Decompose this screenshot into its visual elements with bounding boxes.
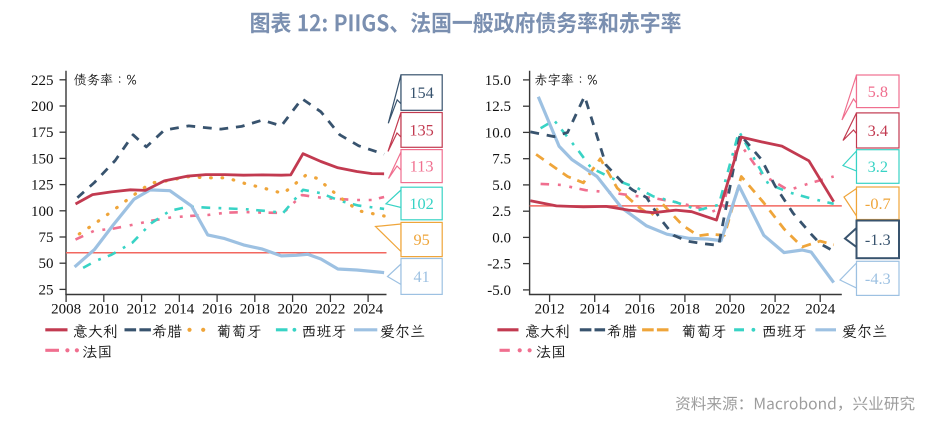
svg-text:-2.5: -2.5	[487, 257, 511, 273]
svg-text:2010: 2010	[89, 302, 119, 318]
svg-text:100: 100	[31, 204, 54, 220]
svg-text:102: 102	[409, 194, 433, 213]
svg-text:2022: 2022	[315, 302, 345, 318]
svg-text:113: 113	[410, 157, 434, 176]
svg-text:2020: 2020	[715, 302, 745, 318]
svg-text:175: 175	[31, 125, 54, 141]
svg-text:10.0: 10.0	[485, 125, 511, 141]
svg-text:2008: 2008	[51, 302, 81, 318]
svg-text:2018: 2018	[670, 302, 700, 318]
svg-text:2018: 2018	[240, 302, 270, 318]
svg-text:135: 135	[409, 121, 433, 140]
svg-text:154: 154	[409, 83, 433, 102]
svg-text:75: 75	[39, 230, 54, 246]
svg-text:0.0: 0.0	[492, 230, 511, 246]
svg-text:2016: 2016	[202, 302, 233, 318]
svg-text:2024: 2024	[353, 302, 384, 318]
svg-text:5.8: 5.8	[868, 82, 888, 101]
svg-text:7.5: 7.5	[492, 152, 511, 168]
svg-text:2012: 2012	[535, 302, 565, 318]
svg-text:225: 225	[31, 73, 54, 89]
svg-text:2014: 2014	[164, 302, 195, 318]
svg-text:-4.3: -4.3	[865, 269, 891, 288]
svg-text:2022: 2022	[760, 302, 790, 318]
svg-text:125: 125	[31, 178, 54, 194]
svg-text:200: 200	[31, 99, 54, 115]
svg-text:25: 25	[39, 282, 54, 298]
svg-text:95: 95	[413, 230, 429, 249]
svg-text:5.0: 5.0	[492, 178, 511, 194]
svg-text:50: 50	[39, 256, 54, 272]
svg-text:41: 41	[413, 267, 429, 286]
svg-text:-1.3: -1.3	[865, 230, 891, 249]
svg-text:3.2: 3.2	[868, 157, 888, 176]
svg-text:15.0: 15.0	[485, 73, 511, 89]
svg-text:2024: 2024	[805, 302, 836, 318]
svg-text:2012: 2012	[127, 302, 157, 318]
svg-text:-5.0: -5.0	[487, 283, 511, 299]
svg-text:12.5: 12.5	[485, 99, 511, 115]
svg-text:2.5: 2.5	[492, 204, 511, 220]
svg-text:2020: 2020	[278, 302, 308, 318]
svg-text:2016: 2016	[625, 302, 656, 318]
svg-text:-0.7: -0.7	[865, 194, 891, 213]
svg-text:3.4: 3.4	[868, 121, 888, 140]
svg-text:2014: 2014	[580, 302, 611, 318]
svg-text:150: 150	[31, 151, 54, 167]
